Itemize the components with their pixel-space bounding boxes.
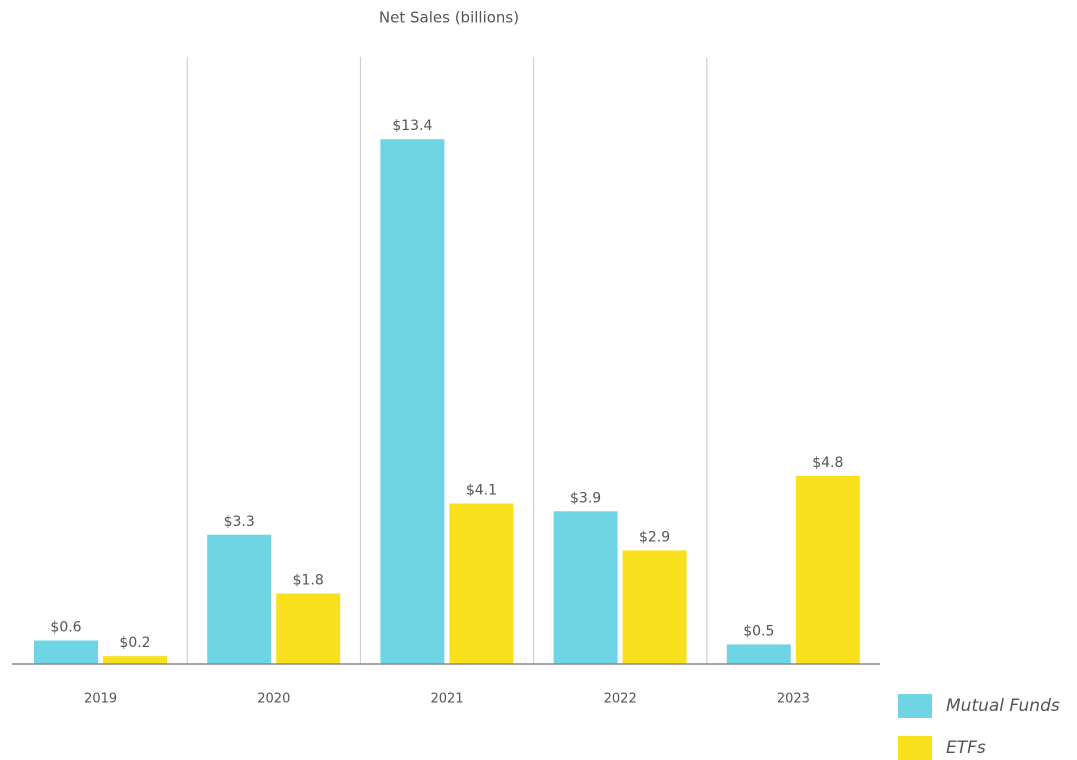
bar (34, 640, 98, 664)
legend-swatch (898, 736, 932, 760)
value-label: $0.5 (743, 623, 774, 639)
bar (380, 139, 445, 664)
bar (795, 476, 860, 664)
bar (207, 534, 272, 664)
bar (726, 644, 791, 664)
x-tick-label: 2020 (257, 692, 290, 707)
bar (103, 656, 167, 664)
chart-title: Net Sales (billions) (379, 9, 519, 27)
value-label: $13.4 (392, 118, 432, 134)
legend-label: ETFs (946, 738, 986, 758)
value-label: $0.6 (50, 620, 81, 636)
value-label: $1.8 (293, 573, 324, 589)
x-tick-label: 2023 (777, 692, 810, 707)
value-label: $0.2 (119, 635, 150, 651)
x-tick-label: 2019 (84, 692, 117, 707)
value-label: $2.9 (639, 529, 670, 545)
value-label: $3.9 (570, 490, 601, 506)
bar (553, 511, 618, 664)
value-label: $3.3 (224, 514, 255, 530)
bar (276, 593, 341, 664)
value-label: $4.8 (812, 455, 843, 471)
legend-swatch (898, 694, 932, 718)
x-tick-label: 2021 (430, 692, 463, 707)
bar (622, 550, 687, 664)
bar (449, 503, 514, 664)
x-tick-label: 2022 (604, 692, 637, 707)
value-label: $4.1 (466, 482, 497, 498)
legend-label: Mutual Funds (946, 696, 1060, 716)
